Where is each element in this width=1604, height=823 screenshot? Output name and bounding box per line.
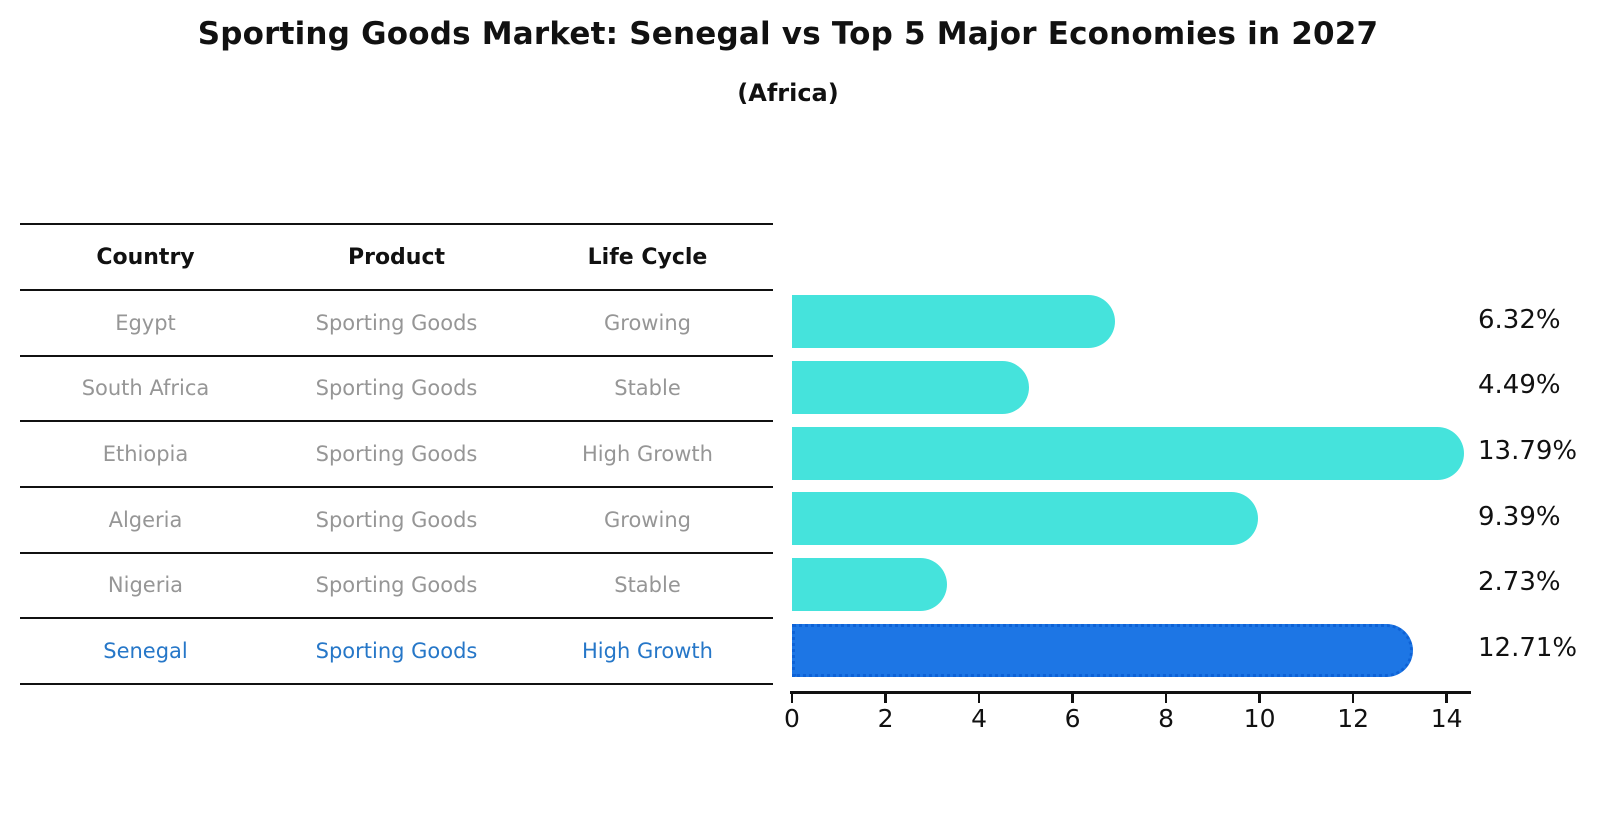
- cell-product: Sporting Goods: [315, 376, 478, 401]
- cell-country: Egypt: [115, 310, 176, 335]
- chart-title: Sporting Goods Market: Senegal vs Top 5 …: [197, 16, 1379, 52]
- x-tick-mark: [1351, 693, 1355, 703]
- value-label: 12.71%: [1478, 633, 1578, 664]
- x-tick-label: 0: [784, 704, 800, 733]
- x-tick-mark: [1071, 693, 1074, 703]
- cell-lifecycle: High Growth: [582, 442, 713, 467]
- table-row: South Africa Sporting Goods Stable: [20, 357, 773, 423]
- cell-lifecycle: Growing: [604, 507, 691, 532]
- table-row: Algeria Sporting Goods Growing: [20, 488, 773, 554]
- bar-ethiopia: [792, 426, 1464, 480]
- cell-product: Sporting Goods: [315, 507, 478, 532]
- table-row: Senegal Sporting Goods High Growth: [20, 619, 773, 685]
- table-row: Egypt Sporting Goods Growing: [20, 291, 773, 357]
- cell-product: Sporting Goods: [315, 442, 478, 467]
- cell-country: Nigeria: [107, 573, 184, 598]
- cell-country: Senegal: [103, 639, 188, 664]
- bar-nigeria: [792, 557, 947, 611]
- cell-lifecycle: Stable: [614, 573, 681, 598]
- cell-product: Sporting Goods: [315, 573, 478, 598]
- cell-product: Sporting Goods: [315, 639, 478, 664]
- col-header-product: Product: [347, 244, 446, 270]
- x-tick-label: 2: [877, 704, 894, 733]
- x-tick-label: 12: [1337, 704, 1369, 733]
- x-tick-mark: [790, 693, 794, 703]
- value-label: 4.49%: [1478, 370, 1561, 401]
- x-tick-label: 8: [1158, 704, 1175, 733]
- bar-senegal: [792, 623, 1414, 677]
- cell-product: Sporting Goods: [315, 310, 478, 335]
- bar-algeria: [792, 492, 1259, 546]
- bar-egypt: [792, 295, 1115, 349]
- col-header-country: Country: [96, 244, 195, 270]
- value-label: 13.79%: [1478, 436, 1578, 467]
- value-label: 9.39%: [1478, 501, 1561, 532]
- table-row: Nigeria Sporting Goods Stable: [20, 554, 773, 620]
- x-tick-label: 14: [1430, 704, 1463, 733]
- value-label: 2.73%: [1478, 567, 1561, 598]
- bar-south-africa: [792, 360, 1029, 414]
- table-row: Ethiopia Sporting Goods High Growth: [20, 422, 773, 488]
- table-body: Egypt Sporting Goods Growing South Africa Sp…: [20, 291, 773, 685]
- chart-subtitle: (Africa): [737, 79, 839, 107]
- cell-lifecycle: Growing: [604, 310, 691, 335]
- x-tick-mark: [1164, 693, 1168, 703]
- x-tick-mark: [977, 693, 981, 703]
- x-tick-label: 4: [971, 704, 987, 733]
- table-header-row: Country Product Life Cycle: [20, 225, 773, 291]
- cell-lifecycle: High Growth: [582, 639, 713, 664]
- cell-country: Algeria: [108, 507, 183, 532]
- col-header-lifecycle: Life Cycle: [587, 244, 708, 270]
- x-tick-mark: [884, 693, 887, 703]
- country-table: Country Product Life Cycle Egypt Sporting…: [20, 223, 773, 685]
- x-axis-line: [790, 691, 1471, 694]
- x-tick-label: 10: [1243, 704, 1276, 733]
- cell-lifecycle: Stable: [614, 376, 681, 401]
- cell-country: South Africa: [81, 376, 210, 401]
- x-tick-mark: [1445, 693, 1448, 703]
- value-label: 6.32%: [1478, 304, 1561, 335]
- x-tick-mark: [1258, 693, 1261, 703]
- x-tick-label: 6: [1064, 704, 1081, 733]
- cell-country: Ethiopia: [102, 442, 189, 467]
